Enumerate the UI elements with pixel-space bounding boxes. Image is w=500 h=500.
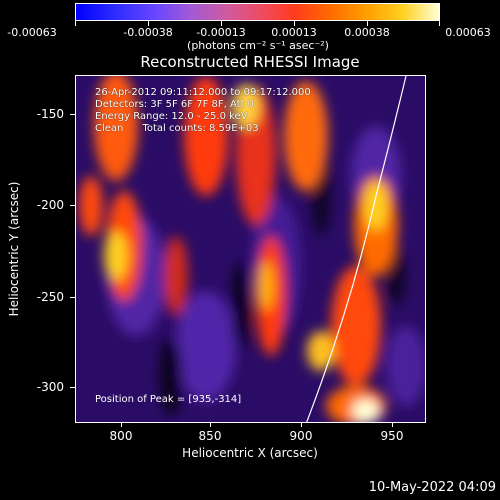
clean-counts-text: Clean Total counts: 8.59E+03 bbox=[95, 123, 259, 134]
colorbar-tick bbox=[75, 21, 76, 26]
rhessi-image: 26-Apr-2012 09:11:12.000 to 09:17:12.000… bbox=[75, 75, 426, 423]
x-tick-label: 950 bbox=[380, 429, 404, 443]
colorbar-label: 0.00063 bbox=[445, 26, 491, 39]
colorbar-label: 0.00013 bbox=[271, 26, 317, 39]
y-tick bbox=[70, 297, 75, 298]
datestamp: 10-May-2022 04:09 bbox=[368, 480, 496, 495]
colorbar-label: -0.00038 bbox=[123, 26, 173, 39]
colorbar-tick bbox=[148, 21, 149, 26]
x-tick-label: 850 bbox=[198, 429, 222, 443]
y-tick bbox=[70, 205, 75, 206]
y-tick-label: -150 bbox=[36, 107, 64, 121]
x-tick bbox=[392, 423, 393, 427]
colorbar bbox=[75, 3, 440, 21]
colorbar-label: -0.00013 bbox=[196, 26, 246, 39]
y-tick-label: -200 bbox=[36, 198, 64, 212]
colorbar-units: (photons cm⁻² s⁻¹ asec⁻²) bbox=[187, 39, 329, 52]
energy-range-text: Energy Range: 12.0 - 25.0 keV bbox=[95, 111, 248, 122]
y-axis-title: Heliocentric Y (arcsec) bbox=[7, 181, 21, 317]
colorbar-tick bbox=[367, 21, 368, 26]
y-tick bbox=[70, 114, 75, 115]
x-tick-label: 900 bbox=[289, 429, 313, 443]
x-tick bbox=[210, 423, 211, 427]
colorbar-tick bbox=[439, 21, 440, 26]
x-tick-label: 800 bbox=[109, 429, 133, 443]
x-tick bbox=[301, 423, 302, 427]
x-axis-title: Heliocentric X (arcsec) bbox=[182, 446, 318, 460]
image-canvas bbox=[76, 76, 425, 422]
colorbar-label: 0.00038 bbox=[344, 26, 390, 39]
colorbar-tick bbox=[294, 21, 295, 26]
peak-position-text: Position of Peak = [935,-314] bbox=[95, 394, 242, 405]
x-tick bbox=[121, 423, 122, 427]
y-tick-label: -250 bbox=[36, 290, 64, 304]
colorbar-label: -0.00063 bbox=[7, 26, 57, 39]
plot-title: Reconstructed RHESSI Image bbox=[140, 53, 360, 71]
detectors-text: Detectors: 3F 5F 6F 7F 8F, Att 0 bbox=[95, 99, 255, 110]
y-tick-label: -300 bbox=[36, 380, 64, 394]
y-tick bbox=[70, 387, 75, 388]
time-range-text: 26-Apr-2012 09:11:12.000 to 09:17:12.000 bbox=[95, 87, 311, 98]
colorbar-tick bbox=[221, 21, 222, 26]
